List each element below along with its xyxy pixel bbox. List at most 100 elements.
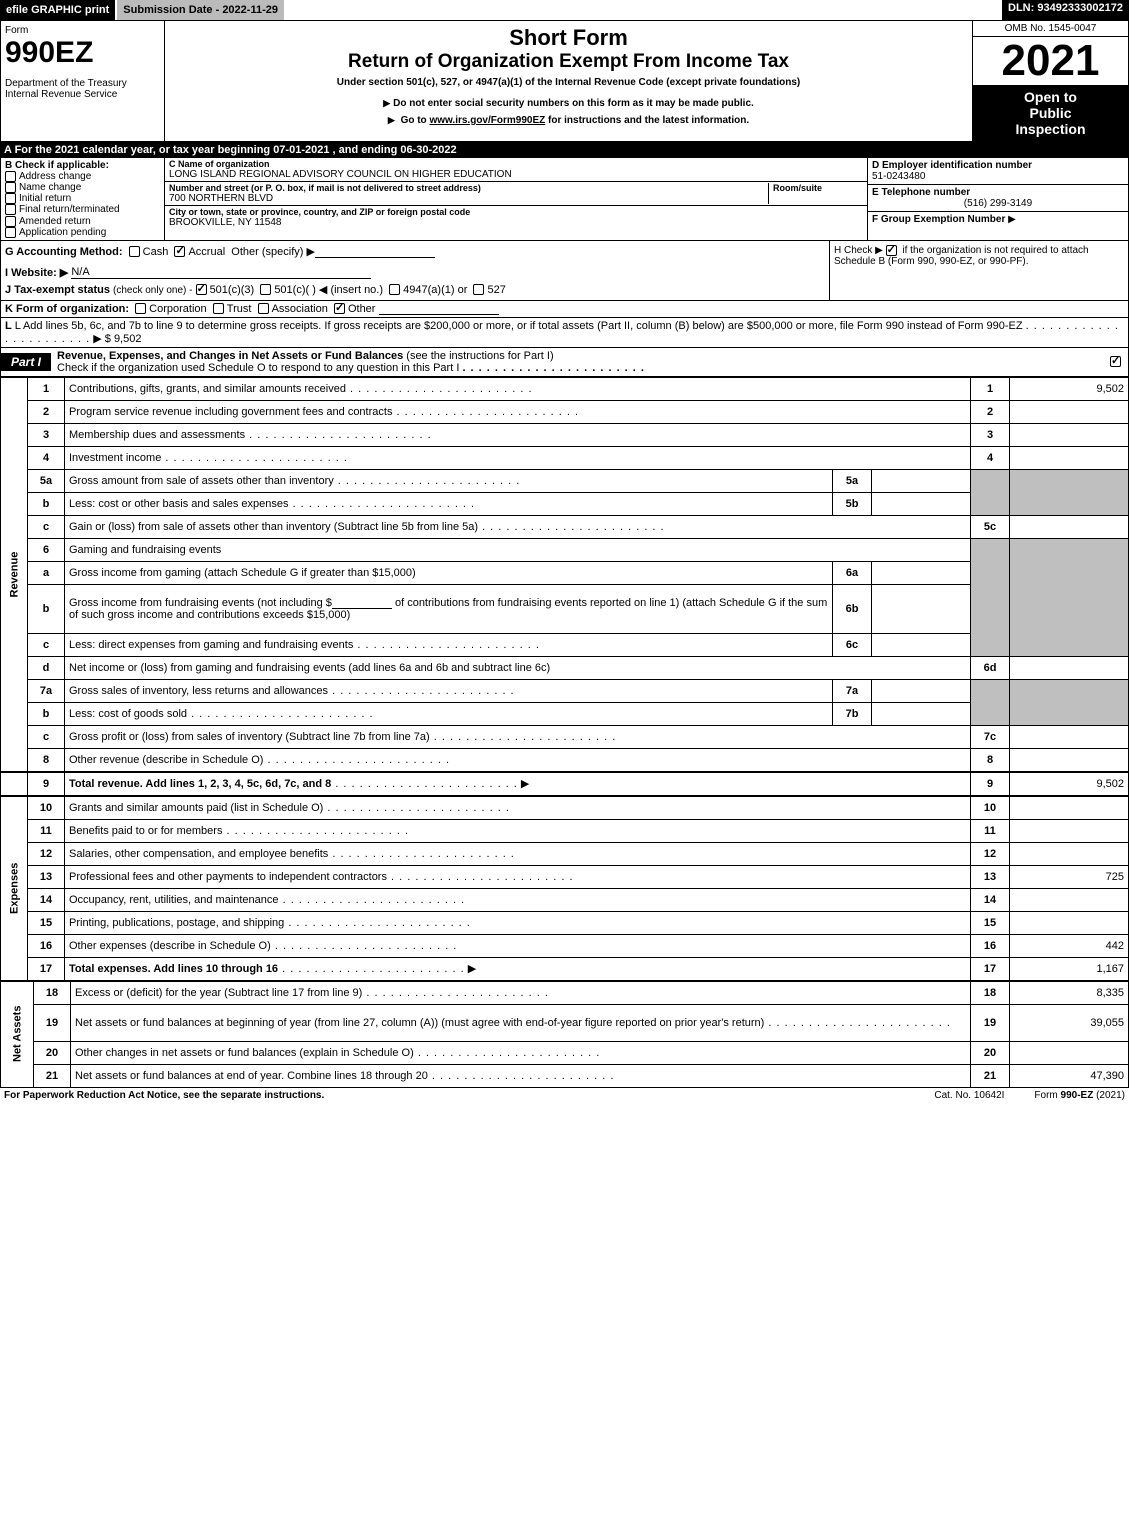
part-i-title: Revenue, Expenses, and Changes in Net As… (51, 348, 1110, 376)
line-5b-num: b (28, 492, 65, 515)
line-11-col: 11 (971, 819, 1010, 842)
shade-5-amt (1010, 469, 1129, 515)
line-17-desc: Total expenses. Add lines 10 through 16 (69, 963, 278, 975)
line-5b-desc: Less: cost or other basis and sales expe… (69, 498, 475, 510)
line-9-amount: 9,502 (1010, 772, 1129, 796)
expenses-side-label: Expenses (1, 796, 28, 980)
line-16-num: 16 (28, 934, 65, 957)
phone-box: E Telephone number (516) 299-3149 (868, 185, 1128, 212)
line-15-desc: Printing, publications, postage, and shi… (69, 917, 471, 929)
check-final-return[interactable]: Final return/terminated (5, 204, 160, 215)
line-6d-amount (1010, 656, 1129, 679)
check-corporation[interactable] (135, 303, 146, 314)
header-right: OMB No. 1545-0047 2021 Open to Public In… (972, 21, 1128, 141)
line-18-num: 18 (34, 981, 71, 1004)
check-527[interactable] (473, 284, 484, 295)
check-initial-return[interactable]: Initial return (5, 193, 160, 204)
ein-box: D Employer identification number 51-0243… (868, 158, 1128, 185)
line-7a-desc: Gross sales of inventory, less returns a… (69, 685, 515, 697)
open-line2: Public (975, 105, 1126, 121)
ein-value: 51-0243480 (872, 171, 1124, 182)
col-c-org-info: C Name of organization LONG ISLAND REGIO… (165, 158, 867, 240)
line-14-amount (1010, 888, 1129, 911)
check-schedule-b[interactable] (886, 245, 897, 256)
check-address-change[interactable]: Address change (5, 171, 160, 182)
line-5b-subval (872, 492, 971, 515)
line-6b-num: b (28, 584, 65, 633)
line-20-num: 20 (34, 1041, 71, 1064)
check-name-change[interactable]: Name change (5, 182, 160, 193)
goto-line: Go to www.irs.gov/Form990EZ for instruct… (169, 115, 968, 126)
check-trust[interactable] (213, 303, 224, 314)
short-form-title: Short Form (169, 25, 968, 51)
line-19-desc: Net assets or fund balances at beginning… (75, 1017, 951, 1029)
check-application-pending[interactable]: Application pending (5, 227, 160, 238)
shade-6 (971, 538, 1010, 656)
check-501c[interactable] (260, 284, 271, 295)
line-2-col: 2 (971, 400, 1010, 423)
line-9-num: 9 (28, 772, 65, 796)
line-6a-desc: Gross income from gaming (attach Schedul… (65, 561, 833, 584)
dln-number: DLN: 93492333002172 (1002, 0, 1129, 20)
line-17-num: 17 (28, 957, 65, 980)
open-public-box: Open to Public Inspection (973, 85, 1128, 141)
city-label: City or town, state or province, country… (169, 207, 863, 217)
cash-label: Cash (143, 246, 169, 258)
shade-7-amt (1010, 679, 1129, 725)
opt-association: Association (272, 303, 328, 315)
line-6a-subval (872, 561, 971, 584)
other-specify-input[interactable] (315, 257, 435, 258)
line-17-amount: 1,167 (1010, 957, 1129, 980)
open-line1: Open to (975, 89, 1126, 105)
footer-catalog: Cat. No. 10642I (904, 1090, 1034, 1101)
line-13-amount: 725 (1010, 865, 1129, 888)
irs-link[interactable]: www.irs.gov/Form990EZ (429, 115, 545, 126)
line-15-amount (1010, 911, 1129, 934)
line-3-num: 3 (28, 423, 65, 446)
line-20-amount (1010, 1041, 1129, 1064)
check-cash[interactable] (129, 246, 140, 257)
footer-left: For Paperwork Reduction Act Notice, see … (4, 1090, 904, 1101)
line-13-num: 13 (28, 865, 65, 888)
check-amended-return[interactable]: Amended return (5, 216, 160, 227)
subtitle: Under section 501(c), 527, or 4947(a)(1)… (169, 77, 968, 88)
other-org-input[interactable] (379, 314, 499, 315)
goto-post: for instructions and the latest informat… (545, 115, 749, 126)
col-de: D Employer identification number 51-0243… (867, 158, 1128, 240)
line-9-desc: Total revenue. Add lines 1, 2, 3, 4, 5c,… (69, 778, 331, 790)
line-6-desc: Gaming and fundraising events (65, 538, 971, 561)
line-10-amount (1010, 796, 1129, 819)
line-5b-sublabel: 5b (833, 492, 872, 515)
line-10-num: 10 (28, 796, 65, 819)
line-18-col: 18 (971, 981, 1010, 1004)
line-16-desc: Other expenses (describe in Schedule O) (69, 940, 457, 952)
k-label: K Form of organization: (5, 303, 129, 315)
line-19-amount: 39,055 (1010, 1004, 1129, 1041)
opt-corporation: Corporation (149, 303, 206, 315)
netassets-table: Net Assets 18 Excess or (deficit) for th… (0, 981, 1129, 1088)
line-11-desc: Benefits paid to or for members (69, 825, 409, 837)
line-6c-subval (872, 633, 971, 656)
h-text1: H Check ▶ (834, 245, 883, 256)
form-header: Form 990EZ Department of the Treasury In… (0, 20, 1129, 142)
submission-date: Submission Date - 2022-11-29 (117, 0, 286, 20)
check-association[interactable] (258, 303, 269, 314)
line-16-col: 16 (971, 934, 1010, 957)
line-7a-sublabel: 7a (833, 679, 872, 702)
efile-print-button[interactable]: efile GRAPHIC print (0, 0, 117, 20)
check-schedule-o[interactable] (1110, 356, 1121, 367)
line-5a-sublabel: 5a (833, 469, 872, 492)
row-l: L L Add lines 5b, 6c, and 7b to line 9 t… (0, 318, 1129, 348)
check-4947[interactable] (389, 284, 400, 295)
part-i-check-text: Check if the organization used Schedule … (57, 362, 459, 374)
row-k: K Form of organization: Corporation Trus… (0, 301, 1129, 318)
line-7c-num: c (28, 725, 65, 748)
check-accrual[interactable] (174, 246, 185, 257)
expenses-table: Expenses 10 Grants and similar amounts p… (0, 796, 1129, 981)
org-name: LONG ISLAND REGIONAL ADVISORY COUNCIL ON… (169, 169, 863, 180)
line-5c-desc: Gain or (loss) from sale of assets other… (69, 521, 665, 533)
check-other-org[interactable] (334, 303, 345, 314)
topbar-spacer (286, 0, 1002, 20)
line-20-desc: Other changes in net assets or fund bala… (75, 1047, 600, 1059)
check-501c3[interactable] (196, 284, 207, 295)
